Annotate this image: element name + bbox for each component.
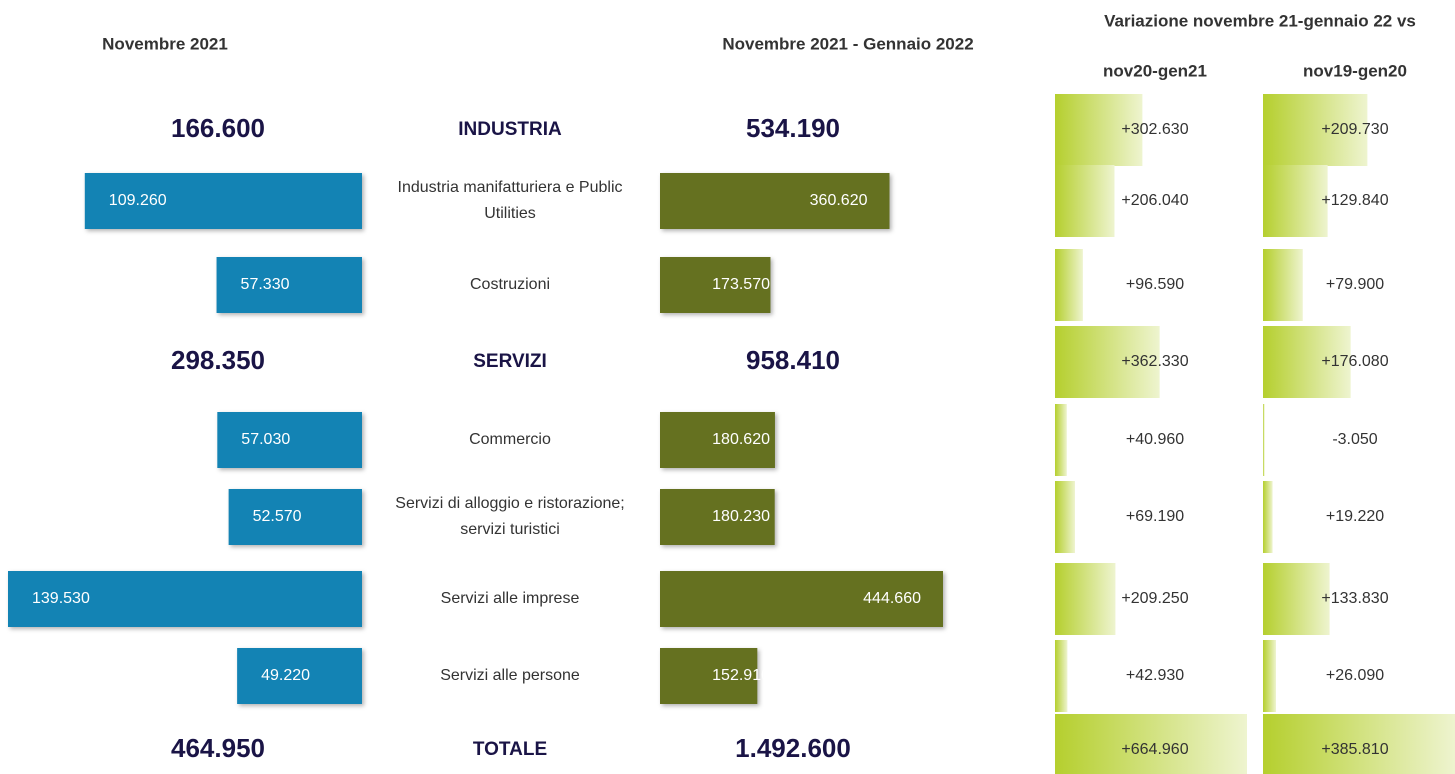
variation-label: +79.900 xyxy=(1326,276,1384,293)
variation-bar xyxy=(1055,640,1068,712)
variation-label: +664.960 xyxy=(1121,741,1188,758)
category-cell: Servizi alle imprese xyxy=(440,590,580,607)
bar xyxy=(8,571,362,627)
bar xyxy=(660,571,943,627)
variation-bar xyxy=(1263,94,1368,166)
bar xyxy=(84,173,363,229)
variation-bar xyxy=(1055,714,1247,774)
variation-bar xyxy=(1263,563,1330,635)
bar-label: 444.660 xyxy=(863,590,921,607)
category-label: TOTALE xyxy=(472,739,548,760)
category-cell: TOTALE xyxy=(472,739,548,760)
category-cell: Costruzioni xyxy=(469,276,551,293)
variation-label: +302.630 xyxy=(1121,121,1188,138)
variation-label: +40.960 xyxy=(1126,431,1184,448)
variation-label: +176.080 xyxy=(1321,353,1388,370)
variation-bar xyxy=(1263,326,1351,398)
bar xyxy=(228,489,362,545)
total-value: 298.350 xyxy=(171,345,265,375)
variation-label: -3.050 xyxy=(1332,431,1377,448)
bar xyxy=(660,257,771,313)
bar-label: 360.620 xyxy=(810,192,868,209)
variation-bar xyxy=(1055,326,1160,398)
variation-label: +209.250 xyxy=(1121,590,1188,607)
variation-title: Variazione novembre 21-gennaio 22 vs xyxy=(1104,11,1416,30)
bar-label: 152.910 xyxy=(712,667,770,684)
category-label: SERVIZI xyxy=(473,351,547,372)
variation-bar xyxy=(1055,94,1143,166)
variation-bar xyxy=(1263,404,1265,476)
variation-label: +362.330 xyxy=(1121,353,1188,370)
variation-label: +209.730 xyxy=(1321,121,1388,138)
bar-label: 109.260 xyxy=(109,192,167,209)
category-label: INDUSTRIA xyxy=(458,119,562,140)
bar xyxy=(660,173,890,229)
category-label: Commercio xyxy=(469,431,551,448)
total-value: 1.492.600 xyxy=(735,733,851,763)
category-label: Servizi alle persone xyxy=(440,667,580,684)
bar-label: 180.230 xyxy=(712,508,770,525)
category-label: Servizi alle imprese xyxy=(440,590,580,607)
variation-bar xyxy=(1263,165,1328,237)
bar-label: 52.570 xyxy=(253,508,302,525)
bar-label: 57.330 xyxy=(241,276,290,293)
bar-label: 173.570 xyxy=(712,276,770,293)
bar xyxy=(237,648,362,704)
bar xyxy=(216,257,362,313)
bar xyxy=(660,489,775,545)
category-label: Costruzioni xyxy=(469,276,551,293)
variation-bar xyxy=(1263,714,1455,774)
column-header: Novembre 2021 xyxy=(102,34,228,53)
variation-label: +26.090 xyxy=(1326,667,1384,684)
variation-label: +133.830 xyxy=(1321,590,1388,607)
variation-label: +96.590 xyxy=(1126,276,1184,293)
category-cell: INDUSTRIA xyxy=(458,119,562,140)
column-header: Novembre 2021 - Gennaio 2022 xyxy=(722,34,973,53)
variation-label: +19.220 xyxy=(1326,508,1384,525)
bar xyxy=(660,412,775,468)
variation-bar xyxy=(1263,640,1276,712)
category-label: Servizi di alloggio e ristorazione; serv… xyxy=(395,495,625,538)
column-header: nov20-gen21 xyxy=(1103,61,1207,80)
column-header: nov19-gen20 xyxy=(1303,61,1407,80)
variation-bar xyxy=(1055,249,1083,321)
total-value: 958.410 xyxy=(746,345,840,375)
bar-label: 180.620 xyxy=(712,431,770,448)
bar-label: 49.220 xyxy=(261,667,310,684)
variation-bar xyxy=(1263,249,1303,321)
category-cell: Commercio xyxy=(469,431,551,448)
total-value: 464.950 xyxy=(171,733,265,763)
bar-label: 139.530 xyxy=(32,590,90,607)
bar xyxy=(660,648,758,704)
variation-bar xyxy=(1055,481,1075,553)
variation-bar xyxy=(1055,404,1067,476)
variation-label: +206.040 xyxy=(1121,192,1188,209)
variation-label: +42.930 xyxy=(1126,667,1184,684)
category-cell: Industria manifatturiera e Public Utilit… xyxy=(397,179,623,222)
variation-label: +129.840 xyxy=(1321,192,1388,209)
variation-bar xyxy=(1055,165,1115,237)
total-value: 534.190 xyxy=(746,113,840,143)
category-cell: Servizi alle persone xyxy=(440,667,580,684)
variation-label: +385.810 xyxy=(1321,741,1388,758)
bar xyxy=(217,412,362,468)
category-cell: SERVIZI xyxy=(473,351,547,372)
variation-bar xyxy=(1263,481,1273,553)
bar-label: 57.030 xyxy=(241,431,290,448)
category-cell: Servizi di alloggio e ristorazione; serv… xyxy=(395,495,625,538)
variation-label: +69.190 xyxy=(1126,508,1184,525)
total-value: 166.600 xyxy=(171,113,265,143)
variation-bar xyxy=(1055,563,1116,635)
category-label: Industria manifatturiera e Public Utilit… xyxy=(397,179,623,222)
